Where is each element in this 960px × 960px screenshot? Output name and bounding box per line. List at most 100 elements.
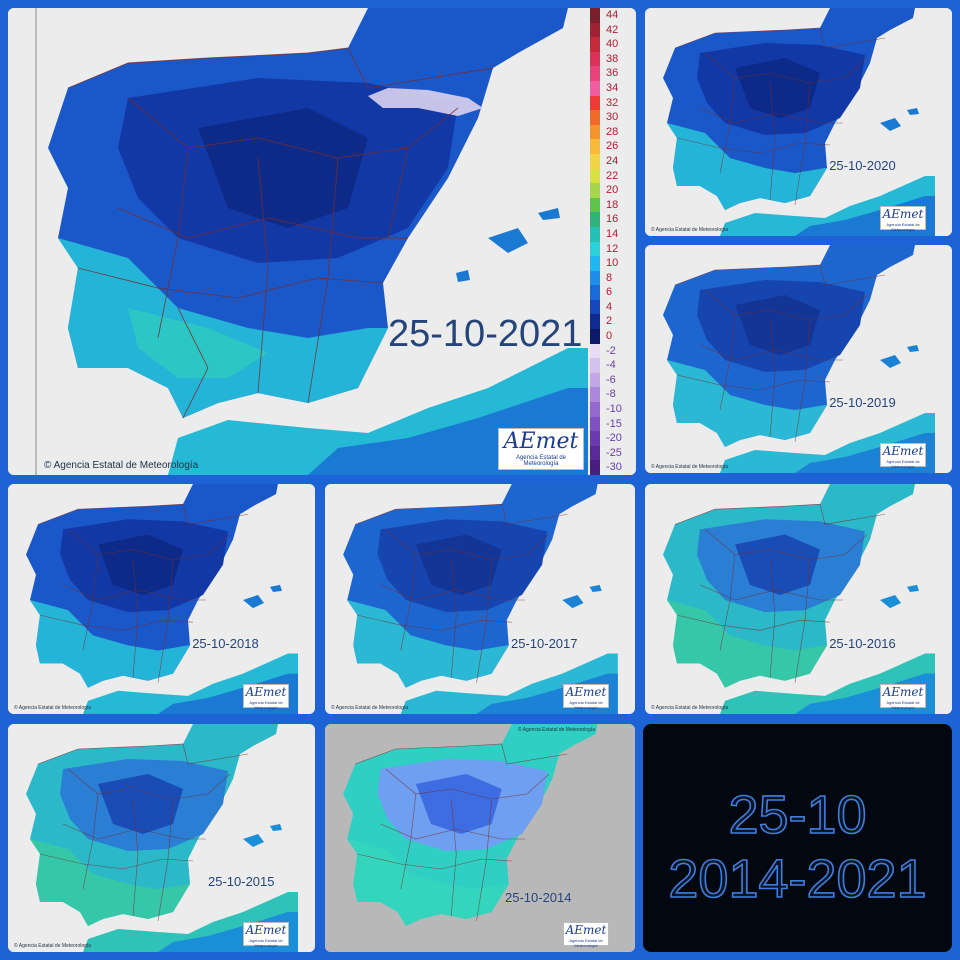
temperature-map-thumbnail — [645, 245, 952, 473]
summary-years: 2014-2021 — [668, 848, 928, 910]
legend-label: -10 — [606, 403, 622, 416]
aemet-logo: AEmet Agencia Estatal de Meteorología — [563, 922, 609, 948]
legend-label: 30 — [606, 111, 619, 124]
legend-label: -6 — [606, 373, 616, 386]
temperature-map-2021 — [8, 8, 636, 475]
map-panel-2019: 25-10-2019 AEmet Agencia Estatal de Meteor… — [645, 245, 952, 473]
legend-label: 0 — [606, 330, 613, 343]
aemet-logo: AEmet Agencia Estatal de Meteorología — [563, 684, 609, 710]
aemet-logo-subtitle: Agencia Estatal de Meteorología — [249, 700, 283, 710]
legend-label: -4 — [606, 359, 616, 372]
legend-label: -20 — [606, 432, 622, 445]
temperature-map-thumbnail — [645, 484, 952, 714]
map-panel-2017: 25-10-2017 AEmet Agencia Estatal de Meteor… — [325, 484, 635, 714]
temperature-map-thumbnail — [645, 8, 952, 236]
legend-swatch-pos — [590, 197, 600, 213]
map-panel-2014: 25-10-2014 AEmet Agencia Estatal de Meteor… — [325, 724, 635, 952]
aemet-logo: AEmet Agencia Estatal de Meteorología — [880, 443, 926, 469]
map-date-label: 25-10-2018 — [192, 635, 259, 651]
map-panel-2018: 25-10-2018 AEmet Agencia Estatal de Meteor… — [8, 484, 315, 714]
map-panel-2016: 25-10-2016 AEmet Agencia Estatal de Meteor… — [645, 484, 952, 714]
legend-label: 34 — [606, 81, 619, 94]
temperature-map-thumbnail — [325, 724, 635, 952]
legend-label: 24 — [606, 154, 619, 167]
aemet-logo-text: AEmet — [882, 207, 924, 221]
legend-label: 2 — [606, 315, 613, 328]
legend-swatch-pos — [590, 8, 600, 23]
legend-label: 6 — [606, 286, 613, 299]
aemet-logo-subtitle: Agencia Estatal de Meteorología — [886, 700, 920, 710]
legend-swatch-pos — [590, 66, 600, 81]
map-panel-2015: 25-10-2015 AEmet Agencia Estatal de Meteor… — [8, 724, 315, 952]
legend-swatch-pos — [590, 183, 600, 198]
map-date-label: 25-10-2021 — [388, 313, 583, 355]
legend-swatch-neg — [590, 372, 600, 388]
legend-swatch-pos — [590, 329, 600, 344]
legend-swatch-neg — [590, 343, 600, 359]
copyright-text: © Agencia Estatal de Meteorología — [651, 227, 729, 233]
aemet-logo-subtitle: Agencia Estatal de Meteorología — [886, 222, 920, 232]
aemet-logo-subtitle: Agencia Estatal de Meteorología — [569, 700, 603, 710]
aemet-logo: AEmet Agencia Estatal de Meteorología — [243, 922, 289, 948]
legend-label: 42 — [606, 23, 619, 36]
map-date-label: 25-10-2016 — [829, 635, 896, 651]
legend-label: 14 — [606, 227, 619, 240]
aemet-logo: AEmet Agencia Estatal de Meteorología — [880, 206, 926, 232]
legend-label: 38 — [606, 52, 619, 65]
legend-label: -25 — [606, 446, 622, 459]
legend-swatch-pos — [590, 168, 600, 184]
aemet-logo-text: AEmet — [245, 685, 287, 699]
legend-label: 8 — [606, 271, 613, 284]
legend-label: 28 — [606, 125, 619, 138]
aemet-logo-subtitle: Agencia Estatal de Meteorología — [515, 455, 567, 467]
aemet-logo: AEmet Agencia Estatal de Meteorología — [498, 428, 584, 470]
map-date-label: 25-10-2020 — [829, 158, 896, 174]
copyright-text: © Agencia Estatal de Meteorología — [651, 464, 729, 470]
copyright-text: © Agencia Estatal de Meteorología — [14, 705, 92, 711]
legend-label: -30 — [606, 461, 622, 474]
aemet-logo-text: AEmet — [565, 923, 607, 937]
copyright-text: © Agencia Estatal de Meteorología — [14, 943, 92, 949]
map-date-label: 25-10-2017 — [511, 635, 578, 651]
map-panel-2020: 25-10-2020 AEmet Agencia Estatal de Meteor… — [645, 8, 952, 236]
aemet-logo-subtitle: Agencia Estatal de Meteorología — [249, 938, 283, 948]
legend-label: -8 — [606, 388, 616, 401]
temperature-legend-thumbnail — [293, 724, 299, 952]
legend-swatch-pos — [590, 212, 600, 227]
legend-label: 26 — [606, 140, 619, 153]
aemet-logo: AEmet Agencia Estatal de Meteorología — [880, 684, 926, 710]
legend-swatch-neg — [590, 460, 600, 475]
legend-label: -2 — [606, 344, 616, 357]
copyright-text: © Agencia Estatal de Meteorología — [44, 460, 199, 471]
copyright-text: © Agencia Estatal de Meteorología — [517, 727, 595, 733]
legend-label: 12 — [606, 242, 619, 255]
aemet-logo-text: AEmet — [882, 444, 924, 458]
temperature-legend-thumbnail — [930, 484, 936, 714]
temperature-map-thumbnail — [325, 484, 635, 714]
legend-label: 18 — [606, 198, 619, 211]
aemet-logo-text: AEmet — [882, 685, 924, 699]
aemet-logo: AEmet Agencia Estatal de Meteorología — [243, 684, 289, 710]
aemet-logo-subtitle: Agencia Estatal de Meteorología — [886, 459, 920, 469]
legend-swatch-pos — [590, 270, 600, 286]
legend-label: 10 — [606, 257, 619, 270]
map-date-label: 25-10-2014 — [505, 890, 572, 905]
map-panel-2021: 25-10-2021 © Agencia Estatal de Meteorol… — [8, 8, 636, 475]
legend-swatch-pos — [590, 256, 600, 271]
copyright-text: © Agencia Estatal de Meteorología — [331, 705, 409, 711]
legend-label: 16 — [606, 213, 619, 226]
legend-swatch-pos — [590, 80, 600, 96]
legend-label: 22 — [606, 169, 619, 182]
legend-swatch-pos — [590, 226, 600, 242]
legend-swatch-neg — [590, 402, 600, 417]
map-date-label: 25-10-2015 — [208, 874, 275, 889]
legend-swatch-pos — [590, 153, 600, 169]
legend-swatch-pos — [590, 22, 600, 38]
legend-swatch-neg — [590, 445, 600, 461]
legend-label: 40 — [606, 38, 619, 51]
legend-swatch-neg — [590, 416, 600, 432]
temperature-map-thumbnail — [8, 724, 315, 952]
temperature-legend-thumbnail — [293, 484, 299, 714]
legend-label: 20 — [606, 184, 619, 197]
legend-swatch-pos — [590, 285, 600, 300]
